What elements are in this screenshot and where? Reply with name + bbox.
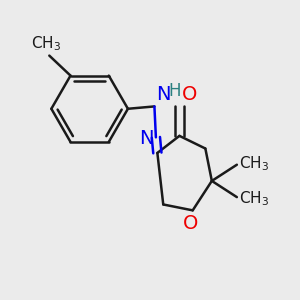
Text: N: N xyxy=(156,85,170,104)
Text: CH$_3$: CH$_3$ xyxy=(31,34,62,53)
Text: H: H xyxy=(169,82,181,100)
Text: O: O xyxy=(182,85,197,104)
Text: CH$_3$: CH$_3$ xyxy=(239,154,269,172)
Text: O: O xyxy=(183,214,198,233)
Text: N: N xyxy=(139,129,154,148)
Text: CH$_3$: CH$_3$ xyxy=(239,189,269,208)
